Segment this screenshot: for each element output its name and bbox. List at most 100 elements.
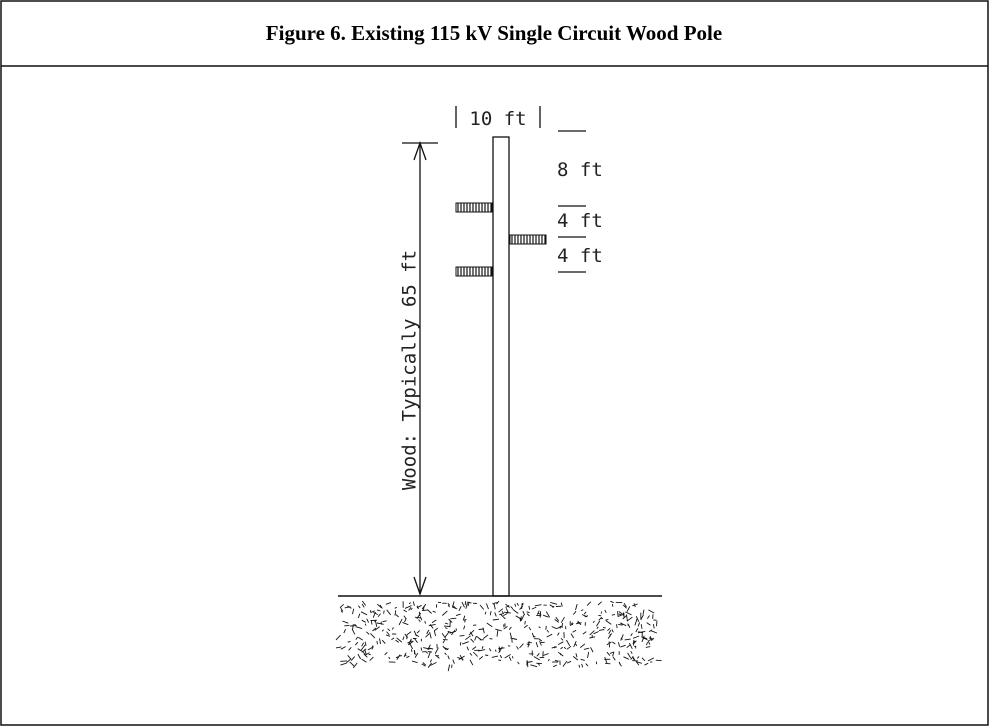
texture-stroke bbox=[361, 619, 366, 623]
texture-stroke bbox=[350, 656, 356, 661]
texture-stroke bbox=[391, 627, 394, 630]
texture-stroke bbox=[553, 664, 558, 668]
texture-stroke bbox=[421, 603, 427, 610]
texture-stroke bbox=[406, 655, 410, 659]
texture-stroke bbox=[496, 629, 499, 637]
texture-stroke bbox=[583, 611, 587, 615]
texture-stroke bbox=[606, 651, 611, 656]
texture-stroke bbox=[394, 610, 397, 616]
texture-stroke bbox=[427, 662, 432, 668]
texture-stroke bbox=[578, 664, 581, 668]
texture-stroke bbox=[430, 661, 437, 666]
texture-stroke bbox=[637, 630, 640, 634]
texture-stroke bbox=[447, 604, 450, 608]
texture-stroke bbox=[546, 633, 553, 638]
texture-stroke bbox=[377, 603, 382, 609]
texture-stroke bbox=[354, 641, 359, 646]
texture-stroke bbox=[472, 646, 477, 650]
texture-stroke bbox=[519, 643, 524, 649]
texture-stroke bbox=[488, 648, 492, 652]
clearance-label: 8 ft bbox=[557, 159, 603, 181]
texture-stroke bbox=[466, 646, 469, 651]
texture-stroke bbox=[499, 654, 503, 659]
texture-stroke bbox=[451, 629, 456, 636]
texture-stroke bbox=[516, 602, 519, 606]
texture-stroke bbox=[520, 614, 525, 621]
texture-stroke bbox=[580, 658, 585, 661]
texture-stroke bbox=[623, 656, 630, 660]
texture-stroke bbox=[364, 652, 370, 656]
texture-stroke bbox=[557, 641, 564, 645]
texture-stroke bbox=[617, 611, 619, 617]
texture-stroke bbox=[421, 609, 429, 612]
texture-stroke bbox=[555, 616, 559, 622]
texture-stroke bbox=[626, 614, 628, 622]
texture-stroke bbox=[628, 642, 633, 650]
texture-stroke bbox=[442, 640, 446, 644]
texture-stroke bbox=[554, 659, 559, 662]
texture-stroke bbox=[432, 610, 436, 613]
texture-stroke bbox=[343, 629, 347, 634]
texture-stroke bbox=[463, 625, 466, 630]
texture-stroke bbox=[459, 642, 462, 646]
texture-stroke bbox=[612, 651, 615, 657]
texture-stroke bbox=[524, 620, 526, 625]
texture-stroke bbox=[376, 622, 384, 625]
texture-stroke bbox=[395, 614, 399, 618]
texture-stroke bbox=[543, 653, 549, 656]
texture-stroke bbox=[616, 624, 618, 629]
texture-stroke bbox=[608, 641, 611, 648]
texture-stroke bbox=[632, 655, 635, 660]
texture-stroke bbox=[484, 611, 487, 615]
texture-stroke bbox=[545, 611, 551, 618]
texture-stroke bbox=[370, 620, 373, 625]
texture-stroke bbox=[521, 603, 523, 610]
texture-stroke bbox=[462, 641, 469, 645]
texture-stroke bbox=[508, 626, 512, 630]
texture-stroke bbox=[476, 636, 482, 641]
spacing-label: 4 ft bbox=[557, 245, 603, 267]
texture-stroke bbox=[612, 656, 616, 661]
texture-stroke bbox=[637, 622, 641, 627]
texture-stroke bbox=[648, 629, 652, 633]
texture-stroke bbox=[347, 640, 351, 643]
texture-stroke bbox=[620, 634, 624, 641]
texture-stroke bbox=[535, 641, 539, 648]
texture-stroke bbox=[561, 622, 563, 628]
texture-stroke bbox=[352, 624, 354, 630]
texture-stroke bbox=[641, 635, 645, 643]
width-label: 10 ft bbox=[469, 108, 526, 130]
texture-stroke bbox=[582, 631, 587, 635]
texture-stroke bbox=[379, 604, 383, 609]
texture-stroke bbox=[394, 606, 397, 609]
texture-stroke bbox=[491, 655, 498, 658]
texture-stroke bbox=[526, 613, 530, 617]
texture-stroke bbox=[370, 610, 375, 613]
texture-stroke bbox=[485, 654, 489, 656]
texture-stroke bbox=[609, 651, 614, 654]
texture-stroke bbox=[346, 658, 352, 664]
texture-stroke bbox=[412, 601, 415, 606]
texture-stroke bbox=[364, 623, 367, 626]
texture-stroke bbox=[452, 659, 455, 664]
texture-stroke bbox=[640, 624, 643, 629]
texture-stroke bbox=[572, 610, 577, 615]
texture-stroke bbox=[382, 620, 387, 623]
texture-stroke bbox=[403, 609, 407, 613]
texture-stroke bbox=[420, 647, 423, 651]
texture-stroke bbox=[470, 638, 475, 643]
texture-stroke bbox=[505, 605, 510, 608]
texture-stroke bbox=[590, 647, 594, 653]
texture-stroke bbox=[604, 609, 607, 613]
texture-stroke bbox=[632, 640, 636, 644]
texture-stroke bbox=[503, 613, 508, 616]
texture-stroke bbox=[580, 643, 586, 649]
texture-stroke bbox=[514, 603, 517, 607]
texture-stroke bbox=[493, 602, 498, 604]
texture-stroke bbox=[656, 620, 658, 627]
texture-stroke bbox=[335, 634, 341, 641]
texture-stroke bbox=[360, 611, 368, 616]
texture-stroke bbox=[587, 651, 590, 659]
texture-stroke bbox=[581, 663, 584, 668]
